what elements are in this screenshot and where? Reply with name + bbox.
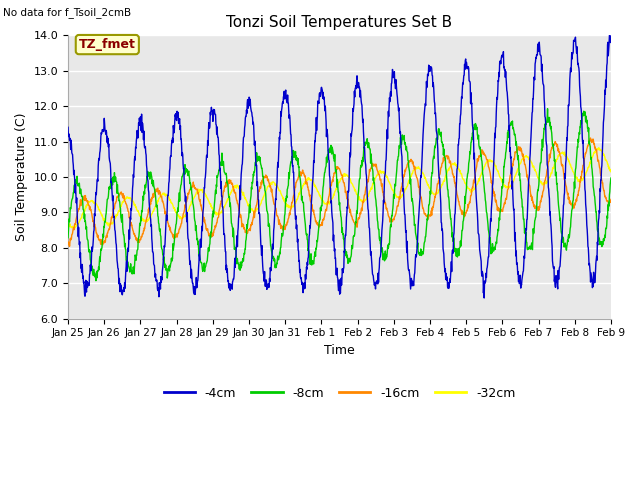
X-axis label: Time: Time [324,344,355,357]
Legend: -4cm, -8cm, -16cm, -32cm: -4cm, -8cm, -16cm, -32cm [159,382,520,405]
Text: TZ_fmet: TZ_fmet [79,38,136,51]
Y-axis label: Soil Temperature (C): Soil Temperature (C) [15,113,28,241]
Title: Tonzi Soil Temperatures Set B: Tonzi Soil Temperatures Set B [227,15,452,30]
Text: No data for f_Tsoil_2cmB: No data for f_Tsoil_2cmB [3,7,131,18]
